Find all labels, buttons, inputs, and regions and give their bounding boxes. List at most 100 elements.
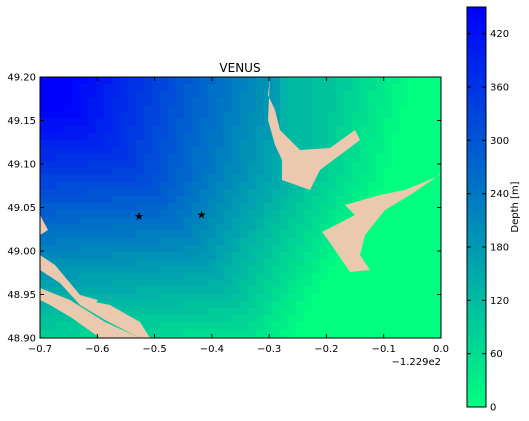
- depth-cell: [64, 91, 73, 99]
- depth-cell: [64, 126, 73, 134]
- depth-cell: [112, 161, 121, 169]
- depth-cell: [296, 196, 305, 204]
- depth-cell: [104, 266, 113, 274]
- depth-cell: [200, 238, 209, 246]
- depth-cell: [416, 189, 425, 197]
- depth-cell: [408, 315, 417, 323]
- depth-cell: [336, 315, 345, 323]
- depth-cell: [312, 322, 321, 330]
- depth-cell: [344, 105, 353, 113]
- depth-cell: [208, 329, 217, 337]
- depth-cell: [432, 91, 441, 99]
- depth-cell: [56, 147, 65, 155]
- depth-cell: [96, 168, 105, 176]
- depth-cell: [64, 189, 73, 197]
- depth-cell: [288, 112, 297, 120]
- depth-cell: [368, 175, 377, 183]
- depth-cell: [400, 175, 409, 183]
- depth-cell: [328, 189, 337, 197]
- depth-cell: [256, 84, 265, 92]
- depth-cell: [256, 245, 265, 253]
- depth-cell: [336, 259, 345, 267]
- depth-cell: [408, 336, 417, 338]
- depth-cell: [40, 168, 49, 176]
- depth-cell: [368, 322, 377, 330]
- depth-cell: [144, 168, 153, 176]
- depth-cell: [224, 329, 233, 337]
- depth-cell: [136, 210, 145, 218]
- depth-cell: [400, 266, 409, 274]
- depth-cell: [296, 238, 305, 246]
- depth-cell: [80, 266, 89, 274]
- depth-cell: [192, 294, 201, 302]
- depth-cell: [384, 329, 393, 337]
- depth-cell: [256, 322, 265, 330]
- depth-cell: [192, 301, 201, 309]
- depth-cell: [224, 98, 233, 106]
- depth-cell: [200, 231, 209, 239]
- depth-cell: [80, 252, 89, 260]
- depth-cell: [104, 245, 113, 253]
- depth-cell: [400, 329, 409, 337]
- y-tick-label: 49.05: [7, 203, 36, 214]
- x-tick-label: −0.1: [372, 344, 396, 355]
- depth-cell: [224, 140, 233, 148]
- depth-cell: [416, 98, 425, 106]
- depth-cell: [120, 154, 129, 162]
- depth-cell: [64, 231, 73, 239]
- depth-cell: [272, 217, 281, 225]
- depth-cell: [304, 322, 313, 330]
- depth-cell: [88, 77, 97, 85]
- depth-cell: [288, 266, 297, 274]
- depth-cell: [376, 98, 385, 106]
- depth-cell: [248, 252, 257, 260]
- depth-cell: [304, 287, 313, 295]
- depth-cell: [160, 238, 169, 246]
- depth-cell: [120, 126, 129, 134]
- depth-cell: [424, 98, 433, 106]
- depth-cell: [80, 98, 89, 106]
- depth-cell: [72, 224, 81, 232]
- depth-cell: [376, 231, 385, 239]
- depth-cell: [152, 105, 161, 113]
- depth-cell: [248, 154, 257, 162]
- depth-cell: [144, 245, 153, 253]
- depth-cell: [304, 224, 313, 232]
- depth-cell: [336, 77, 345, 85]
- depth-cell: [208, 84, 217, 92]
- depth-cell: [264, 315, 273, 323]
- depth-cell: [344, 301, 353, 309]
- depth-cell: [312, 217, 321, 225]
- depth-cell: [96, 210, 105, 218]
- depth-cell: [72, 161, 81, 169]
- depth-cell: [184, 322, 193, 330]
- depth-cell: [136, 182, 145, 190]
- depth-cell: [104, 217, 113, 225]
- depth-cell: [344, 273, 353, 281]
- depth-cell: [232, 182, 241, 190]
- depth-cell: [168, 147, 177, 155]
- depth-cell: [88, 112, 97, 120]
- depth-cell: [168, 196, 177, 204]
- depth-cell: [296, 245, 305, 253]
- depth-cell: [248, 273, 257, 281]
- depth-cell: [192, 322, 201, 330]
- depth-cell: [96, 84, 105, 92]
- depth-cell: [136, 126, 145, 134]
- depth-cell: [144, 182, 153, 190]
- depth-cell: [144, 224, 153, 232]
- depth-cell: [384, 280, 393, 288]
- depth-cell: [240, 133, 249, 141]
- depth-cell: [136, 266, 145, 274]
- depth-cell: [312, 273, 321, 281]
- depth-cell: [136, 175, 145, 183]
- depth-cell: [192, 112, 201, 120]
- depth-cell: [272, 315, 281, 323]
- depth-field: [40, 77, 441, 338]
- depth-cell: [232, 189, 241, 197]
- depth-cell: [112, 301, 121, 309]
- depth-cell: [128, 301, 137, 309]
- depth-cell: [40, 112, 49, 120]
- depth-cell: [80, 126, 89, 134]
- land-area: [60, 283, 150, 338]
